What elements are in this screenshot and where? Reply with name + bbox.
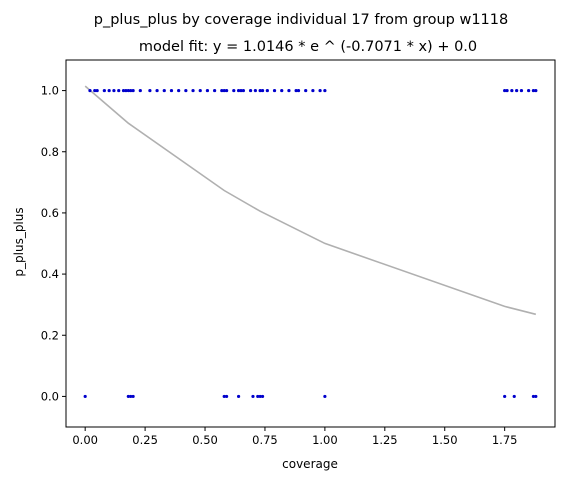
data-point bbox=[296, 88, 301, 93]
data-point bbox=[260, 88, 265, 93]
y-tick-label: 0.2 bbox=[41, 328, 59, 342]
data-point bbox=[225, 88, 229, 93]
data-point bbox=[148, 88, 152, 93]
data-point bbox=[95, 88, 99, 93]
x-axis-label: coverage bbox=[282, 457, 338, 471]
data-point bbox=[184, 88, 188, 93]
data-point bbox=[232, 88, 236, 93]
data-point bbox=[534, 88, 538, 93]
data-point bbox=[318, 88, 322, 93]
data-point bbox=[205, 88, 210, 93]
data-point bbox=[117, 88, 121, 93]
y-axis-ticks: 0.0 0.2 0.4 0.6 0.8 1.0 bbox=[41, 84, 66, 403]
data-point bbox=[258, 88, 262, 93]
data-point bbox=[251, 394, 255, 399]
fit-curve-layer bbox=[84, 85, 537, 316]
data-point bbox=[177, 88, 181, 93]
data-point bbox=[239, 88, 243, 93]
data-point bbox=[323, 394, 327, 399]
data-point bbox=[138, 88, 142, 93]
x-axis-ticks: 0.00 0.25 0.50 0.75 1.00 1.25 1.50 1.75 bbox=[72, 427, 517, 447]
data-point bbox=[505, 88, 509, 93]
x-tick-label: 1.75 bbox=[492, 433, 518, 447]
data-point bbox=[155, 88, 159, 93]
data-point bbox=[191, 88, 195, 93]
x-tick-label: 1.25 bbox=[372, 433, 398, 447]
data-point bbox=[503, 88, 507, 93]
data-point bbox=[129, 88, 133, 93]
data-point bbox=[272, 88, 277, 93]
data-point bbox=[253, 88, 257, 93]
data-point bbox=[102, 88, 106, 93]
data-point bbox=[248, 88, 253, 93]
data-point bbox=[294, 88, 298, 93]
data-point bbox=[213, 88, 217, 93]
data-point bbox=[515, 88, 519, 93]
data-point bbox=[83, 394, 87, 399]
data-point bbox=[260, 394, 265, 399]
data-point bbox=[222, 394, 226, 399]
x-tick-label: 1.50 bbox=[432, 433, 458, 447]
data-point bbox=[287, 88, 291, 93]
data-point bbox=[512, 394, 516, 399]
data-point bbox=[162, 88, 166, 93]
y-tick-label: 1.0 bbox=[41, 84, 59, 98]
data-point bbox=[112, 88, 116, 93]
data-point bbox=[531, 394, 536, 399]
x-tick-label: 0.75 bbox=[252, 433, 278, 447]
chart-title: p_plus_plus by coverage individual 17 fr… bbox=[94, 12, 508, 28]
data-point bbox=[280, 88, 284, 93]
y-tick-label: 0.4 bbox=[41, 267, 59, 281]
x-tick-label: 1.00 bbox=[312, 433, 338, 447]
data-point bbox=[225, 394, 229, 399]
data-point bbox=[131, 88, 135, 93]
y-tick-label: 0.6 bbox=[41, 206, 59, 220]
x-tick-label: 0.00 bbox=[72, 433, 98, 447]
data-point bbox=[169, 88, 174, 93]
plot-area: 0.00 0.25 0.50 0.75 1.00 1.25 1.50 1.75 0.00.20… bbox=[41, 59, 556, 447]
data-point bbox=[121, 88, 126, 93]
data-point bbox=[258, 394, 262, 399]
x-tick-label: 0.25 bbox=[132, 433, 158, 447]
data-point bbox=[124, 88, 128, 93]
data-point bbox=[126, 394, 130, 399]
data-point bbox=[241, 88, 245, 93]
plot-frame bbox=[65, 59, 556, 428]
chart-subtitle: model fit: y = 1.0146 * e ^ (-0.7071 * x… bbox=[139, 39, 477, 55]
data-point bbox=[531, 88, 536, 93]
data-point bbox=[236, 394, 241, 399]
data-points-layer bbox=[83, 88, 538, 399]
data-point bbox=[503, 394, 507, 399]
data-point bbox=[131, 394, 135, 399]
data-point bbox=[236, 88, 241, 93]
x-tick-label: 0.50 bbox=[192, 433, 218, 447]
data-point bbox=[265, 88, 269, 93]
data-point bbox=[256, 394, 260, 399]
data-point bbox=[107, 88, 111, 93]
data-point bbox=[222, 88, 226, 93]
data-point bbox=[220, 88, 224, 93]
data-point bbox=[510, 88, 514, 93]
data-point bbox=[311, 88, 315, 93]
data-point bbox=[304, 88, 308, 93]
data-point bbox=[93, 88, 97, 93]
y-tick-label: 0.8 bbox=[41, 145, 59, 159]
y-axis-label: p_plus_plus bbox=[12, 207, 26, 276]
data-point bbox=[534, 394, 538, 399]
data-point bbox=[126, 88, 130, 93]
data-point bbox=[323, 88, 327, 93]
y-tick-label: 0.0 bbox=[41, 389, 59, 403]
fit-curve-line bbox=[84, 85, 537, 316]
data-point bbox=[519, 88, 524, 93]
data-point bbox=[527, 88, 531, 93]
data-point bbox=[129, 394, 133, 399]
data-point bbox=[88, 88, 92, 93]
data-point bbox=[198, 88, 202, 93]
